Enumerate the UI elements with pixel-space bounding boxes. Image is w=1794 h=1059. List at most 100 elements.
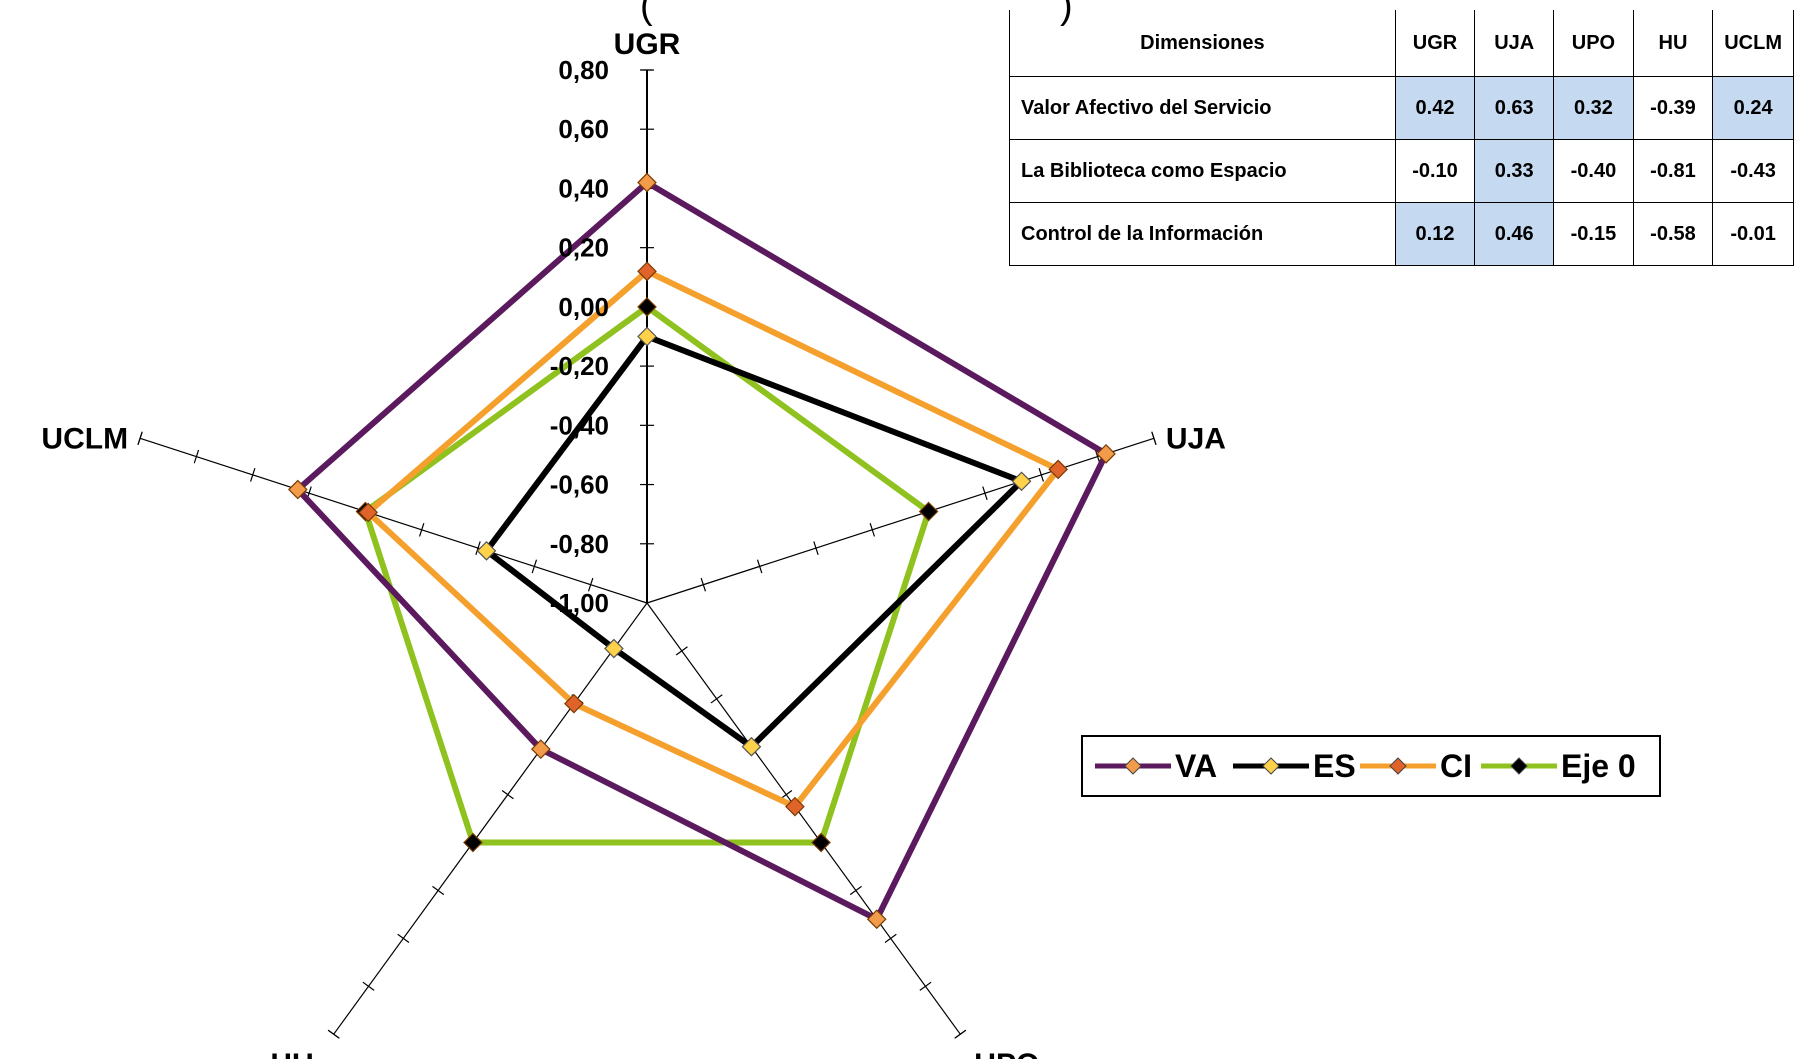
legend: VA ES CI Eje 0	[1081, 735, 1661, 797]
legend-marker-es	[1262, 757, 1280, 775]
table-cell: 0.33	[1474, 139, 1555, 203]
axis-end-tick	[955, 1030, 966, 1039]
radial-tick-label: 0,80	[558, 55, 609, 85]
axis-tick	[193, 449, 200, 464]
header-upo: UPO	[1553, 10, 1634, 77]
series-point-es-uja	[1011, 471, 1032, 492]
axis-spoke-uclm	[139, 437, 648, 604]
series-point-es-upo	[741, 736, 762, 757]
table-cell: -0.43	[1712, 139, 1794, 203]
axis-label-upo: UPO	[974, 1048, 1039, 1059]
table-cell: -0.10	[1394, 139, 1476, 203]
series-point-eje-0-uja	[918, 501, 939, 522]
series-point-va-hu	[530, 739, 551, 759]
axis-tick	[587, 577, 594, 592]
table-row: Valor Afectivo del Servicio 0.42 0.63 0.32-…	[1009, 76, 1794, 140]
table-row: La Biblioteca como Espacio -0.10 0.33 -0.40…	[1009, 139, 1794, 203]
axis-spoke-uja	[646, 437, 1155, 604]
series-point-ci-uja	[1048, 459, 1069, 480]
axis-tick	[919, 981, 932, 991]
table-cell: 0.46	[1474, 202, 1555, 266]
radial-tick-label: 0,00	[558, 292, 609, 322]
legend-label-ci: CI	[1440, 748, 1472, 784]
legend-label-va: VA	[1175, 748, 1217, 784]
axis-tick	[884, 933, 897, 943]
radial-tick-label: -0,60	[550, 470, 609, 500]
table-cell: 0.24	[1712, 76, 1794, 140]
legend-marker-va	[1124, 757, 1142, 775]
table-cell: 0.63	[1474, 76, 1555, 140]
axis-tick	[849, 885, 862, 896]
axis-label-uja: UJA	[1166, 422, 1226, 455]
axis-end-tick	[137, 432, 143, 445]
series-layer	[287, 172, 1116, 930]
series-point-va-uja	[1096, 444, 1116, 464]
table-cell: -0.01	[1712, 202, 1794, 266]
axis-tick	[397, 933, 410, 943]
axis-tick	[710, 694, 723, 704]
axis-tick	[1094, 449, 1101, 464]
table-cell: 0.32	[1553, 76, 1634, 140]
axis-tick	[675, 646, 688, 656]
axis-tick	[813, 541, 819, 555]
radial-tick-label: 0,40	[558, 173, 609, 203]
axis-spoke-upo	[646, 602, 961, 1035]
axis-tick	[982, 486, 988, 501]
header-dimensiones: Dimensiones	[1009, 10, 1396, 77]
series-point-eje-0-hu	[463, 832, 483, 853]
axis-tick	[700, 577, 707, 592]
series-point-eje-0-upo	[811, 832, 831, 853]
axis-tick	[432, 885, 445, 896]
axis-spoke-hu	[333, 602, 648, 1035]
axis-tick	[418, 522, 425, 537]
axis-label-uclm: UCLM	[41, 422, 128, 455]
axis-tick	[780, 790, 793, 800]
series-point-es-uclm	[476, 540, 497, 561]
header-uja: UJA	[1474, 10, 1555, 77]
labels-layer: 0,80 0,60 0,40 0,20 0,00 -0,20 -0,40 -0,60 -0,80…	[41, 28, 1225, 1059]
axis-end-tick	[328, 1030, 339, 1039]
table-row: Control de la Información 0.12 0.46 -0.15 -0…	[1009, 202, 1794, 266]
axis-tick	[501, 790, 514, 800]
legend-marker-eje-0	[1510, 757, 1528, 775]
radial-tick-label: -0,80	[550, 529, 609, 559]
table-cell: 0.42	[1394, 76, 1476, 140]
series-point-es-hu	[604, 638, 624, 659]
axis-tick	[531, 559, 538, 574]
legend-marker-ci	[1389, 757, 1407, 775]
table-cell: 0.12	[1394, 202, 1476, 266]
series-point-ci-uclm	[358, 502, 379, 523]
axis-tick	[756, 559, 763, 574]
series-point-va-ugr	[637, 172, 657, 193]
table-cell: -0.81	[1632, 139, 1714, 203]
header-uclm: UCLM	[1712, 10, 1794, 77]
table-header-row: Dimensiones UGR UJA UPO HU UCLM	[1009, 10, 1794, 77]
table-cell: -0.39	[1632, 76, 1714, 140]
series-point-va-upo	[866, 909, 887, 930]
data-table: Dimensiones UGR UJA UPO HU UCLM Valor Af…	[1009, 10, 1794, 266]
series-line-ci	[363, 267, 1063, 811]
radial-tick-label: -0,20	[550, 351, 609, 381]
axis-tick	[475, 541, 481, 555]
axis-tick	[362, 981, 375, 991]
table-cell: -0.40	[1553, 139, 1634, 203]
header-hu: HU	[1632, 10, 1714, 77]
axis-tick	[250, 468, 256, 482]
row-label: Control de la Información	[1009, 202, 1396, 266]
series-line-va	[293, 178, 1110, 924]
row-label: La Biblioteca como Espacio	[1009, 139, 1396, 203]
radial-tick-label: 0,20	[558, 233, 609, 263]
table-cell: -0.15	[1553, 202, 1634, 266]
radial-tick-label: -0,40	[550, 410, 609, 440]
legend-label-eje-0: Eje 0	[1561, 748, 1636, 784]
axis-label-ugr: UGR	[614, 28, 681, 61]
series-point-es-ugr	[637, 326, 657, 347]
series-line-es	[482, 332, 1027, 751]
axis-tick	[1038, 468, 1044, 482]
axis-label-hu: HU	[270, 1048, 313, 1059]
series-point-va-uclm	[287, 479, 308, 500]
axis-end-tick	[1151, 432, 1157, 445]
row-label: Valor Afectivo del Servicio	[1009, 76, 1396, 140]
title-fragment-left: (	[640, 0, 653, 27]
header-ugr: UGR	[1394, 10, 1476, 77]
